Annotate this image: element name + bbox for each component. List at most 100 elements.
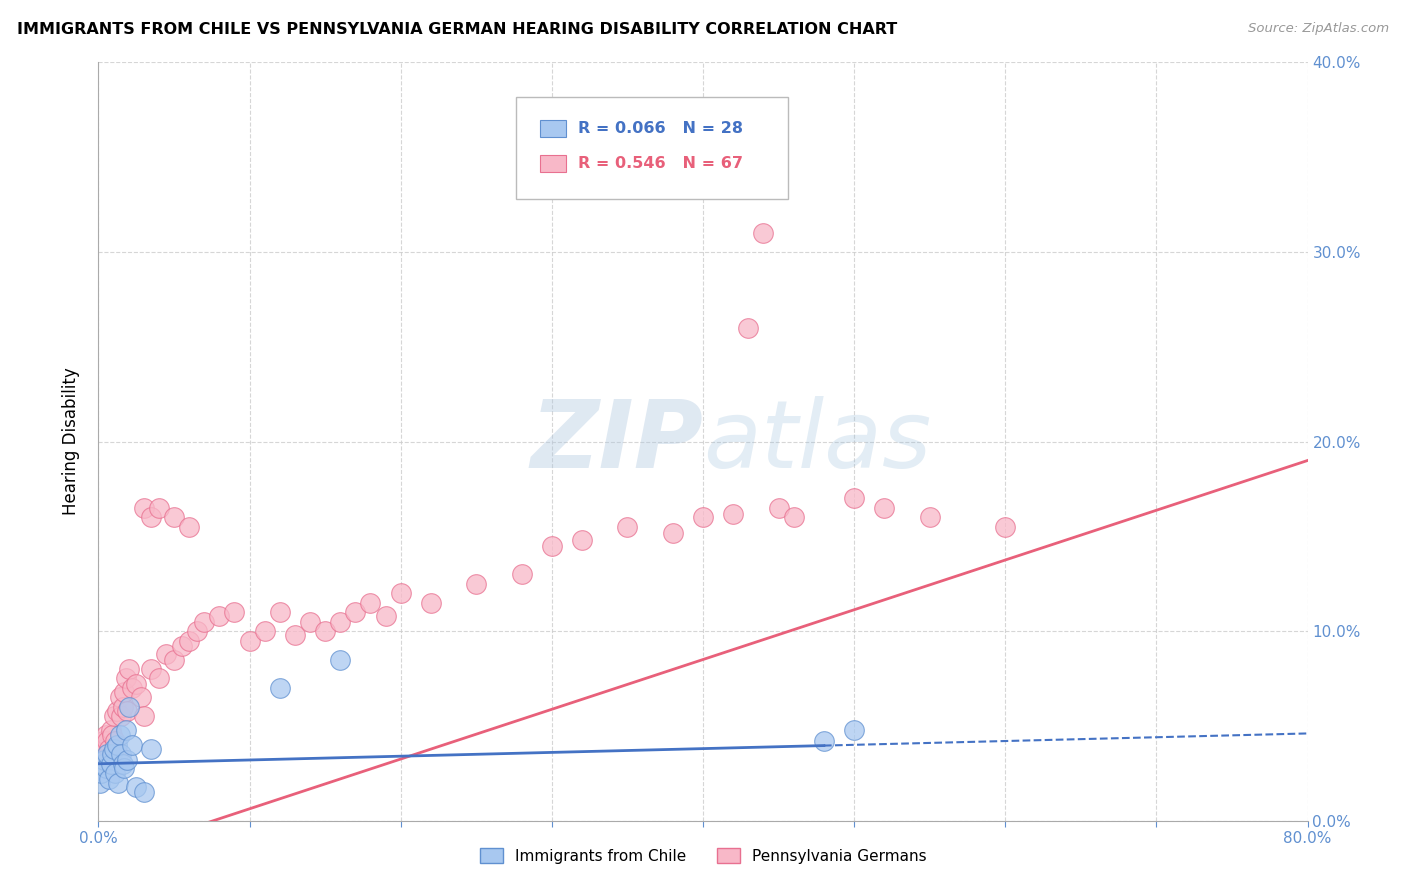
Point xyxy=(768,500,790,515)
Point xyxy=(163,510,186,524)
Point xyxy=(329,652,352,666)
Point xyxy=(239,633,262,648)
Point xyxy=(170,639,193,653)
Point xyxy=(115,753,138,767)
Text: ZIP: ZIP xyxy=(530,395,703,488)
Point xyxy=(107,747,129,762)
Point xyxy=(93,741,115,756)
Point xyxy=(813,734,835,748)
Point xyxy=(91,734,114,748)
Point xyxy=(420,596,443,610)
Point xyxy=(132,785,155,799)
Point xyxy=(132,709,155,723)
Point xyxy=(193,615,215,629)
Point xyxy=(101,747,124,762)
Point xyxy=(110,709,132,723)
Point xyxy=(179,520,201,534)
Point xyxy=(98,772,121,786)
Point xyxy=(148,500,170,515)
Point xyxy=(89,776,111,790)
Point xyxy=(121,738,143,752)
Point xyxy=(661,525,683,540)
Point xyxy=(344,605,367,619)
Legend: Immigrants from Chile, Pennsylvania Germans: Immigrants from Chile, Pennsylvania Germ… xyxy=(474,842,932,870)
Text: Source: ZipAtlas.com: Source: ZipAtlas.com xyxy=(1249,22,1389,36)
Point xyxy=(737,320,759,334)
Point xyxy=(93,753,115,767)
Point xyxy=(269,681,291,695)
Point xyxy=(141,741,163,756)
Point xyxy=(224,605,246,619)
Point xyxy=(91,756,114,771)
Point xyxy=(129,690,152,705)
Point xyxy=(783,510,806,524)
Point xyxy=(616,520,638,534)
Point xyxy=(723,507,745,521)
Point xyxy=(98,741,121,756)
Point xyxy=(125,780,148,794)
Point xyxy=(132,500,155,515)
Point xyxy=(115,704,138,718)
Point xyxy=(96,747,118,762)
Point xyxy=(94,760,117,774)
Point xyxy=(112,760,135,774)
Point xyxy=(186,624,208,639)
Point xyxy=(111,756,134,771)
Point xyxy=(96,734,118,748)
Point xyxy=(314,624,336,639)
Point xyxy=(329,615,352,629)
Y-axis label: Hearing Disability: Hearing Disability xyxy=(62,368,80,516)
Point xyxy=(121,681,143,695)
Point xyxy=(111,699,134,714)
Point xyxy=(299,615,322,629)
FancyBboxPatch shape xyxy=(516,96,787,199)
Point xyxy=(163,652,186,666)
Point xyxy=(114,723,136,737)
Point xyxy=(107,776,129,790)
Point xyxy=(148,672,170,686)
Point xyxy=(873,500,896,515)
Point xyxy=(125,677,148,691)
Point xyxy=(269,605,291,619)
Point xyxy=(994,520,1017,534)
Point xyxy=(114,672,136,686)
Point xyxy=(540,539,562,553)
Point xyxy=(112,685,135,699)
Point xyxy=(101,728,124,742)
Text: R = 0.546   N = 67: R = 0.546 N = 67 xyxy=(578,156,744,170)
Point xyxy=(155,647,177,661)
FancyBboxPatch shape xyxy=(540,120,567,136)
Point xyxy=(360,596,382,610)
Point xyxy=(105,704,128,718)
Point xyxy=(284,628,307,642)
Point xyxy=(104,766,127,780)
Point xyxy=(918,510,941,524)
Point xyxy=(465,576,488,591)
Point xyxy=(844,723,866,737)
Point xyxy=(118,662,141,676)
Text: atlas: atlas xyxy=(703,396,931,487)
Point xyxy=(108,728,131,742)
Point xyxy=(253,624,276,639)
Point xyxy=(844,491,866,506)
Point xyxy=(141,510,163,524)
Point xyxy=(94,728,117,742)
Text: R = 0.066   N = 28: R = 0.066 N = 28 xyxy=(578,121,744,136)
Point xyxy=(510,567,533,582)
Point xyxy=(118,699,141,714)
Point xyxy=(100,723,122,737)
Text: IMMIGRANTS FROM CHILE VS PENNSYLVANIA GERMAN HEARING DISABILITY CORRELATION CHAR: IMMIGRANTS FROM CHILE VS PENNSYLVANIA GE… xyxy=(17,22,897,37)
Point xyxy=(90,766,112,780)
Point xyxy=(141,662,163,676)
Point xyxy=(108,690,131,705)
Point xyxy=(571,533,593,548)
Point xyxy=(374,609,396,624)
Point xyxy=(104,734,127,748)
Point xyxy=(103,709,125,723)
Point xyxy=(89,756,111,771)
Point xyxy=(179,633,201,648)
Point xyxy=(208,609,231,624)
Point xyxy=(110,747,132,762)
Point xyxy=(90,738,112,752)
Point xyxy=(100,756,122,771)
